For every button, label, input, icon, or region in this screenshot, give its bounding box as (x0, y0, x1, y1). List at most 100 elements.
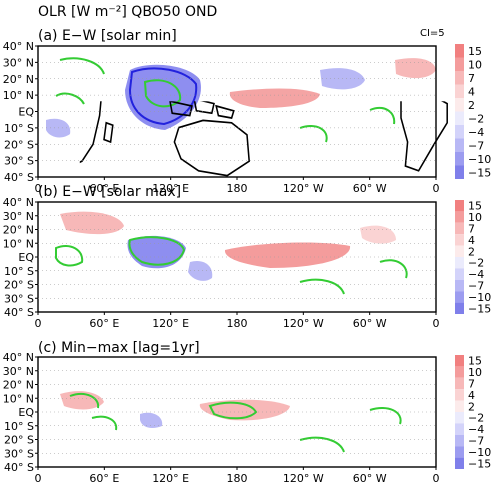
latitude-tick-label: 40° N (3, 196, 34, 209)
colorbar-segment (455, 98, 464, 112)
latitude-tick-label: 10° N (3, 89, 34, 102)
latitude-tick-label: 40° N (3, 40, 34, 53)
longitude-tick-label: 0 (433, 472, 440, 485)
latitude-tick-label: 20° N (3, 224, 34, 237)
panel-a-map (37, 45, 449, 178)
colorbar-label: 7 (468, 223, 475, 236)
colorbar-segment (455, 44, 464, 58)
panel-c-map (37, 356, 437, 468)
longitude-tick-label: 0 (433, 182, 440, 195)
latitude-tick-label: 20° S (4, 279, 34, 292)
longitude-tick-label: 60° W (353, 182, 387, 195)
latitude-tick-label: 30° S (4, 292, 34, 305)
latitude-tick-label: EQ (18, 406, 34, 419)
colorbar-label: 4 (468, 389, 475, 402)
colorbar-segment (455, 222, 464, 235)
longitude-tick-label: 180 (227, 182, 248, 195)
colorbar-segment (455, 423, 464, 435)
colorbar-label: −10 (468, 446, 491, 459)
latitude-tick-label: 10° S (4, 265, 34, 278)
latitude-tick-label: EQ (18, 251, 34, 264)
colorbar-segment (455, 377, 464, 390)
latitude-tick-label: 20° S (4, 434, 34, 447)
colorbar-segment (455, 152, 464, 166)
panel-a-label: (a) E−W [solar min] (38, 28, 177, 44)
colorbar-segment (455, 125, 464, 139)
colorbar-label: −2 (468, 412, 484, 425)
latitude-tick-label: 10° N (3, 237, 34, 250)
positive-anomaly-shading (60, 211, 124, 235)
colorbar-segment (455, 291, 464, 303)
colorbar-segment (455, 412, 464, 424)
latitude-tick-label: 20° N (3, 73, 34, 86)
positive-anomaly-shading (199, 399, 290, 421)
latitude-tick-label: EQ (18, 106, 34, 119)
colorbar-segment (455, 434, 464, 447)
colorbar-label: 10 (468, 58, 482, 71)
longitude-tick-label: 60° E (89, 182, 119, 195)
positive-anomaly-shading (360, 225, 396, 244)
positive-anomaly-shading (229, 88, 320, 108)
latitude-tick-label: 40° S (4, 171, 34, 184)
colorbar-label: −4 (468, 126, 484, 139)
negative-anomaly-shading (127, 235, 186, 269)
colorbar-label: −7 (468, 280, 484, 293)
colorbar-segment (455, 279, 464, 292)
contour-interval-label: CI=5 (420, 28, 445, 39)
colorbar-segment (455, 71, 464, 85)
colorbar-label: 2 (468, 99, 475, 112)
colorbar-segment (455, 257, 464, 269)
colorbar-segment (455, 165, 464, 179)
longitude-tick-label: 60° W (353, 317, 387, 330)
latitude-tick-label: 30° N (3, 210, 34, 223)
colorbar-segment (455, 111, 464, 125)
latitude-tick-label: 10° S (4, 420, 34, 433)
latitude-tick-label: 30° N (3, 365, 34, 378)
colorbar-label: −4 (468, 423, 484, 436)
longitude-tick-label: 60° E (89, 472, 119, 485)
colorbar-label: 10 (468, 211, 482, 224)
colorbar-segment (455, 138, 464, 152)
colorbar-segment (455, 200, 464, 212)
colorbar-label: 10 (468, 366, 482, 379)
colorbar-label: −7 (468, 139, 484, 152)
latitude-tick-label: 10° N (3, 392, 34, 405)
latitude-tick-label: 30° N (3, 56, 34, 69)
longitude-tick-label: 120° E (152, 317, 189, 330)
negative-anomaly-shading (140, 412, 163, 428)
colorbar-segment (455, 84, 464, 98)
positive-anomaly-shading (395, 58, 436, 79)
colorbar-label: −4 (468, 268, 484, 281)
latitude-tick-label: 30° S (4, 155, 34, 168)
colorbar-segment (455, 389, 464, 401)
colorbar-label: 7 (468, 72, 475, 85)
longitude-tick-label: 0 (35, 317, 42, 330)
colorbar-label: −7 (468, 435, 484, 448)
colorbar-label: −15 (468, 302, 491, 315)
latitude-tick-label: 40° S (4, 461, 34, 474)
colorbar-segment (455, 400, 464, 412)
figure-title: OLR [W m⁻²] QBO50 OND (38, 4, 217, 20)
colorbar-label: 4 (468, 234, 475, 247)
panel-b-label: (b) E−W [solar max] (38, 184, 181, 200)
latitude-tick-label: 10° S (4, 122, 34, 135)
longitude-tick-label: 120° E (152, 472, 189, 485)
colorbar-label: −2 (468, 112, 484, 125)
colorbar-segment (455, 245, 464, 257)
longitude-tick-label: 60° E (89, 317, 119, 330)
panel-b-map (37, 201, 437, 313)
colorbar-label: −10 (468, 153, 491, 166)
colorbar-segment (455, 457, 464, 469)
longitude-tick-label: 0 (35, 472, 42, 485)
colorbar-label: −2 (468, 257, 484, 270)
panel-c-label: (c) Min−max [lag=1yr] (38, 340, 200, 356)
latitude-tick-label: 20° N (3, 379, 34, 392)
longitude-tick-label: 120° E (152, 182, 189, 195)
longitude-tick-label: 60° W (353, 472, 387, 485)
longitude-tick-label: 180 (227, 472, 248, 485)
latitude-tick-label: 20° S (4, 138, 34, 151)
colorbar-label: 2 (468, 400, 475, 413)
longitude-tick-label: 0 (433, 317, 440, 330)
colorbar-label: 2 (468, 245, 475, 258)
colorbar-segment (455, 355, 464, 367)
